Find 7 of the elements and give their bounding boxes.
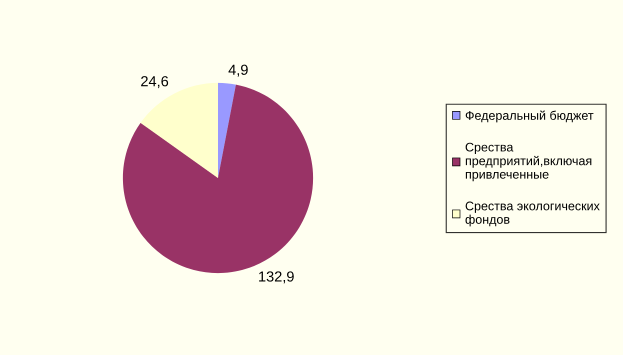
data-label: 24,6 <box>141 76 168 88</box>
pie-slice <box>218 82 236 178</box>
data-label: 132,9 <box>259 271 294 284</box>
legend-label: Срества предприятий,включая привлеченные <box>466 142 592 182</box>
data-label: 4,9 <box>228 64 248 77</box>
legend-label: Срества экологических фондов <box>466 202 600 226</box>
legend-label: Федеральный бюджет <box>466 110 594 122</box>
